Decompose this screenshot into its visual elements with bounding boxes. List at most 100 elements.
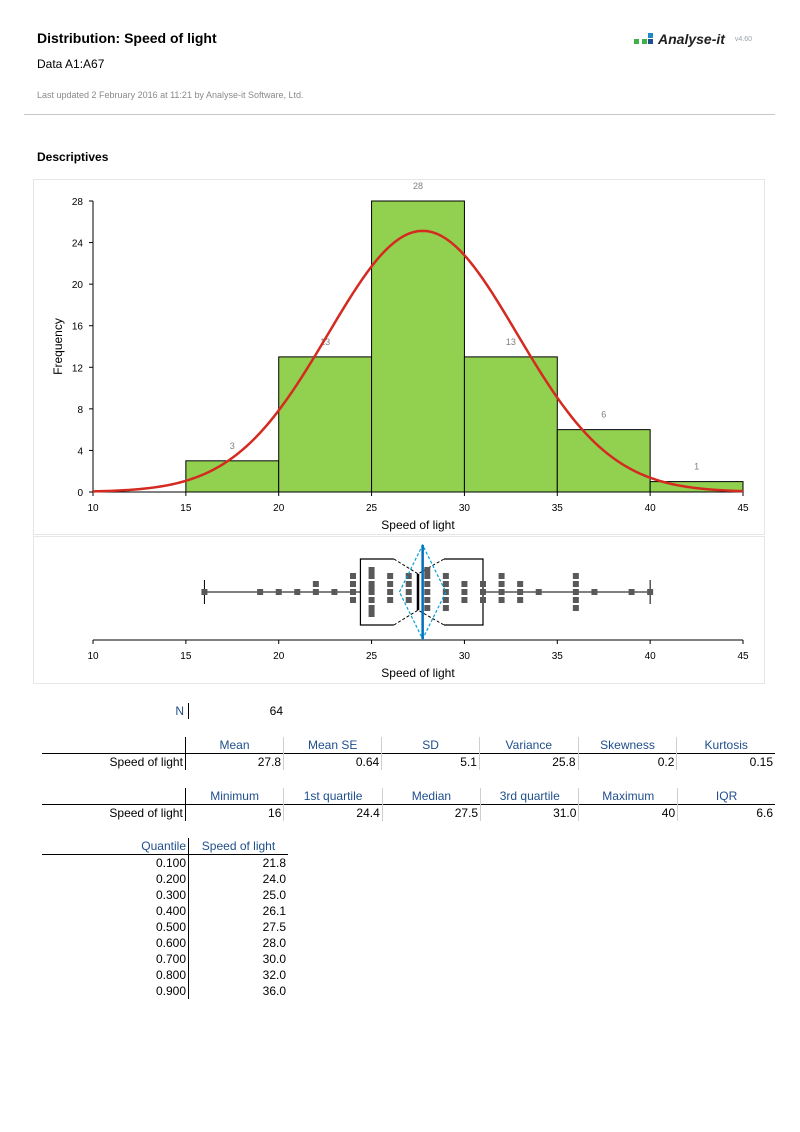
data-point (350, 573, 356, 579)
moments-header: Kurtosis (704, 738, 748, 752)
quantile-level: 0.100 (42, 854, 189, 871)
y-tick-label: 12 (72, 363, 84, 374)
order-stats-value: 27.5 (382, 804, 482, 821)
n-value: 64 (269, 704, 283, 718)
moments-row-label: Speed of light (42, 753, 186, 770)
normal-curve (92, 229, 744, 493)
moments-table: Mean Mean SE SD Variance Skewness Kurtos… (42, 737, 775, 770)
data-point (572, 597, 579, 603)
logo-squares-icon (634, 32, 654, 46)
data-point (442, 605, 449, 611)
y-tick-label: 4 (77, 446, 83, 457)
quantile-value: 24.0 (262, 872, 286, 886)
quantile-value: 27.5 (262, 920, 286, 934)
order-stats-table: Minimum 1st quartile Median 3rd quartile… (42, 788, 775, 821)
quantile-level: 0.300 (42, 887, 189, 903)
moments-value: 5.1 (381, 753, 480, 770)
logo-text: Analyse-it (658, 31, 725, 47)
data-point (517, 597, 524, 603)
order-stats-value: 16 (185, 804, 285, 821)
data-point (480, 581, 486, 587)
y-axis-label: Frequency (51, 318, 65, 375)
data-point (387, 573, 394, 579)
data-point (368, 589, 375, 595)
quantiles-header: Speed of light (201, 839, 276, 853)
data-point (424, 567, 431, 573)
order-stats-row-label: Speed of light (42, 804, 186, 821)
section-title: Descriptives (37, 150, 109, 164)
last-updated: Last updated 2 February 2016 at 11:21 by… (37, 90, 304, 100)
x-tick-label: 25 (366, 503, 378, 514)
header-divider (24, 114, 775, 115)
data-point (628, 589, 635, 595)
x-axis-label: Speed of light (381, 518, 455, 532)
bar-data-label: 6 (601, 410, 606, 420)
data-point (368, 605, 375, 611)
data-point (350, 581, 356, 587)
order-stats-corner (42, 788, 186, 805)
quantile-level: 0.800 (42, 967, 189, 983)
bar-data-label: 13 (320, 337, 330, 347)
y-tick-label: 16 (72, 322, 84, 333)
quantile-value: 25.0 (262, 888, 286, 902)
data-point (387, 581, 394, 587)
n-table: N 64 (160, 703, 285, 719)
data-point (387, 589, 394, 595)
moments-corner (42, 737, 186, 754)
data-point (405, 581, 412, 587)
order-stats-value: 24.4 (283, 804, 383, 821)
data-point (368, 581, 375, 587)
data-point (312, 589, 319, 595)
quantile-value: 28.0 (262, 936, 286, 950)
bar-data-label: 3 (230, 441, 235, 451)
x-tick-label: 10 (87, 503, 99, 514)
data-point (405, 597, 412, 603)
data-point (517, 589, 524, 595)
order-stats-header: 3rd quartile (480, 788, 580, 805)
data-point (368, 597, 375, 603)
boxplot-x-tick-label: 15 (180, 651, 192, 662)
y-tick-label: 28 (72, 197, 84, 208)
y-tick-label: 24 (72, 239, 84, 250)
moments-header: Skewness (578, 737, 678, 754)
boxplot-x-tick-label: 35 (552, 651, 564, 662)
data-point (368, 585, 375, 591)
data-point (498, 573, 505, 579)
moments-value: 0.64 (283, 753, 383, 770)
bar-data-label: 28 (413, 181, 423, 191)
data-point (591, 589, 598, 595)
data-point (331, 589, 338, 595)
x-tick-label: 15 (180, 503, 192, 514)
data-point (442, 597, 449, 603)
moments-value: 25.8 (479, 753, 579, 770)
boxplot-x-tick-label: 30 (459, 651, 471, 662)
y-tick-label: 20 (72, 280, 84, 291)
data-range: Data A1:A67 (37, 57, 105, 71)
data-point (275, 589, 282, 595)
boxplot-x-tick-label: 40 (645, 651, 657, 662)
moments-header: Mean (185, 737, 285, 754)
histogram-bar (371, 200, 465, 493)
histogram-bar (649, 481, 744, 493)
version-label: v4.60 (734, 35, 753, 43)
data-point (424, 605, 431, 611)
data-point (424, 597, 431, 603)
quantile-value: 26.1 (262, 904, 286, 918)
boxplot-frame (33, 536, 765, 684)
data-point (387, 597, 394, 603)
bar-data-label: 1 (694, 462, 699, 472)
data-point (405, 589, 412, 595)
data-point (647, 589, 654, 595)
data-point (442, 573, 449, 579)
data-point (442, 589, 449, 595)
boxplot-x-tick-label: 45 (737, 651, 749, 662)
order-stats-value: 40 (578, 804, 679, 821)
x-tick-label: 35 (552, 503, 564, 514)
quantile-value: 30.0 (262, 952, 286, 966)
n-label: N (160, 703, 189, 719)
quantile-level: 0.200 (42, 871, 189, 887)
x-tick-label: 30 (459, 503, 471, 514)
data-point (498, 597, 505, 603)
quantile-level: 0.400 (42, 903, 189, 919)
quantile-level: 0.600 (42, 935, 189, 951)
